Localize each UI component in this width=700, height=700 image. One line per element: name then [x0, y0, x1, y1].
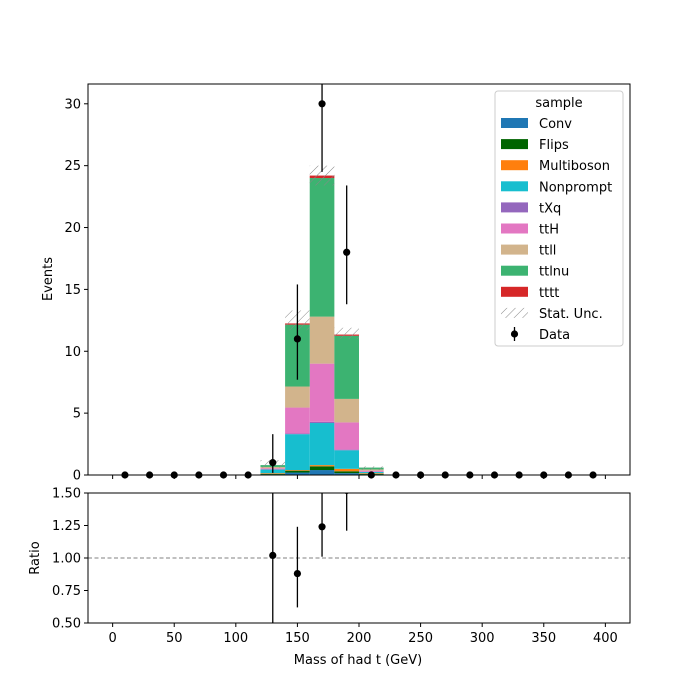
- bar-nonprompt-bin-3: [334, 450, 359, 469]
- legend-label-tttt: tttt: [539, 286, 559, 301]
- bar-flips-bin-0: [260, 473, 286, 475]
- legend-swatch-multiboson: [501, 160, 528, 171]
- legend-label-stat-unc: Stat. Unc.: [539, 307, 603, 322]
- data-point-7: [293, 335, 302, 343]
- xtick-label: 150: [285, 631, 310, 646]
- stat-unc-band-bin-2: [309, 165, 335, 186]
- legend-label-flips: Flips: [539, 138, 569, 153]
- data-points: [121, 84, 597, 479]
- xtick-label: 400: [593, 631, 618, 646]
- legend-frame: [494, 90, 624, 347]
- ratio-point-1: [293, 570, 302, 578]
- bar-flips-bin-2: [309, 466, 335, 471]
- legend-swatch-nonprompt: [501, 181, 528, 192]
- legend-swatch-txq: [501, 202, 528, 213]
- legend-label-nonprompt: Nonprompt: [539, 180, 612, 195]
- y-axis-label-main: Events: [41, 257, 56, 301]
- main-ytick-label: 5: [73, 407, 81, 422]
- data-point-9: [343, 248, 351, 256]
- ratio-point-0: [269, 551, 277, 560]
- ratio-ytick-label: 1.00: [52, 552, 81, 567]
- legend: sample Conv Flips Multiboson Nonprompt tXq ttH…: [494, 90, 624, 347]
- ratio-ytick-label: 0.50: [52, 617, 81, 632]
- legend-label-multiboson: Multiboson: [539, 159, 610, 174]
- ratio-ytick-label: 1.50: [52, 487, 81, 502]
- main-ytick-label: 10: [64, 345, 81, 360]
- xtick-label: 250: [408, 631, 433, 646]
- ratio-plot-area: 0.50 0.75 1.00 1.25 1.50 0 50 100 150 200 250 300 35…: [52, 487, 631, 646]
- bar-flips-bin-1: [285, 470, 310, 473]
- xtick-label: 200: [347, 631, 372, 646]
- bar-conv-bin-3: [334, 473, 359, 475]
- legend-label-tth: ttH: [539, 223, 559, 238]
- xtick-label: 350: [531, 631, 556, 646]
- bar-conv-bin-2: [309, 470, 335, 475]
- main-ytick-label: 0: [73, 469, 81, 484]
- main-ytick-label: 25: [64, 159, 81, 174]
- bar-ttlnu-bin-3: [334, 335, 359, 399]
- legend-label-conv: Conv: [539, 117, 572, 132]
- bar-txq-bin-3: [334, 449, 359, 451]
- ratio-ytick-label: 1.25: [52, 519, 81, 534]
- x-axis-label: Mass of had t (GeV): [294, 653, 422, 668]
- stat-unc-band-bin-3: [334, 327, 359, 339]
- stat-unc-band-bin-4: [359, 466, 384, 471]
- bar-multiboson-bin-3: [334, 468, 359, 472]
- xtick-label: 50: [166, 631, 183, 646]
- legend-label-ttlnu: ttlnu: [539, 265, 569, 280]
- ratio-content: [88, 493, 630, 623]
- legend-label-ttll: ttll: [539, 244, 556, 259]
- y-axis-label-ratio: Ratio: [28, 541, 43, 574]
- legend-title: sample: [535, 96, 582, 111]
- xtick-label: 0: [108, 631, 116, 646]
- bar-nonprompt-bin-2: [309, 423, 335, 466]
- bar-tth-bin-2: [309, 363, 335, 422]
- bar-ttll-bin-3: [334, 398, 359, 423]
- bar-multiboson-bin-1: [285, 470, 310, 471]
- bar-conv-bin-1: [285, 472, 310, 475]
- legend-swatch-tth: [501, 223, 528, 234]
- legend-swatch-conv: [501, 118, 528, 128]
- bar-tth-bin-4: [359, 470, 384, 472]
- bar-txq-bin-2: [309, 421, 335, 424]
- main-plot-area: 0 5 10 15 20 25 30: [64, 83, 631, 484]
- bar-txq-bin-1: [285, 433, 310, 435]
- bar-tth-bin-1: [285, 407, 310, 434]
- bar-tth-bin-3: [334, 422, 359, 450]
- legend-swatch-flips: [501, 139, 528, 150]
- bar-multiboson-bin-2: [309, 465, 335, 467]
- legend-swatch-tttt: [501, 286, 528, 297]
- legend-label-data: Data: [539, 328, 570, 343]
- bar-ttll-bin-4: [359, 469, 384, 471]
- bar-ttlnu-bin-2: [309, 178, 335, 317]
- main-ytick-label: 20: [64, 221, 81, 236]
- main-ytick-label: 30: [64, 97, 81, 112]
- data-point-8: [318, 100, 326, 108]
- bar-flips-bin-3: [334, 471, 359, 474]
- xtick-label: 100: [223, 631, 248, 646]
- legend-swatch-ttlnu: [501, 265, 528, 276]
- bar-ttll-bin-1: [285, 386, 310, 408]
- bar-multiboson-bin-0: [260, 473, 286, 474]
- legend-swatch-stat-unc: [501, 307, 528, 318]
- ratio-ytick-label: 0.75: [52, 584, 81, 599]
- legend-swatch-data-point: [510, 330, 519, 338]
- xtick-label: 300: [470, 631, 495, 646]
- data-point-6: [269, 459, 277, 467]
- bar-ttll-bin-2: [309, 316, 335, 364]
- legend-swatch-ttll: [501, 244, 528, 255]
- bar-nonprompt-bin-1: [285, 434, 310, 471]
- main-ytick-label: 15: [64, 283, 81, 298]
- ratio-point-2: [318, 523, 326, 531]
- legend-label-txq: tXq: [539, 201, 561, 216]
